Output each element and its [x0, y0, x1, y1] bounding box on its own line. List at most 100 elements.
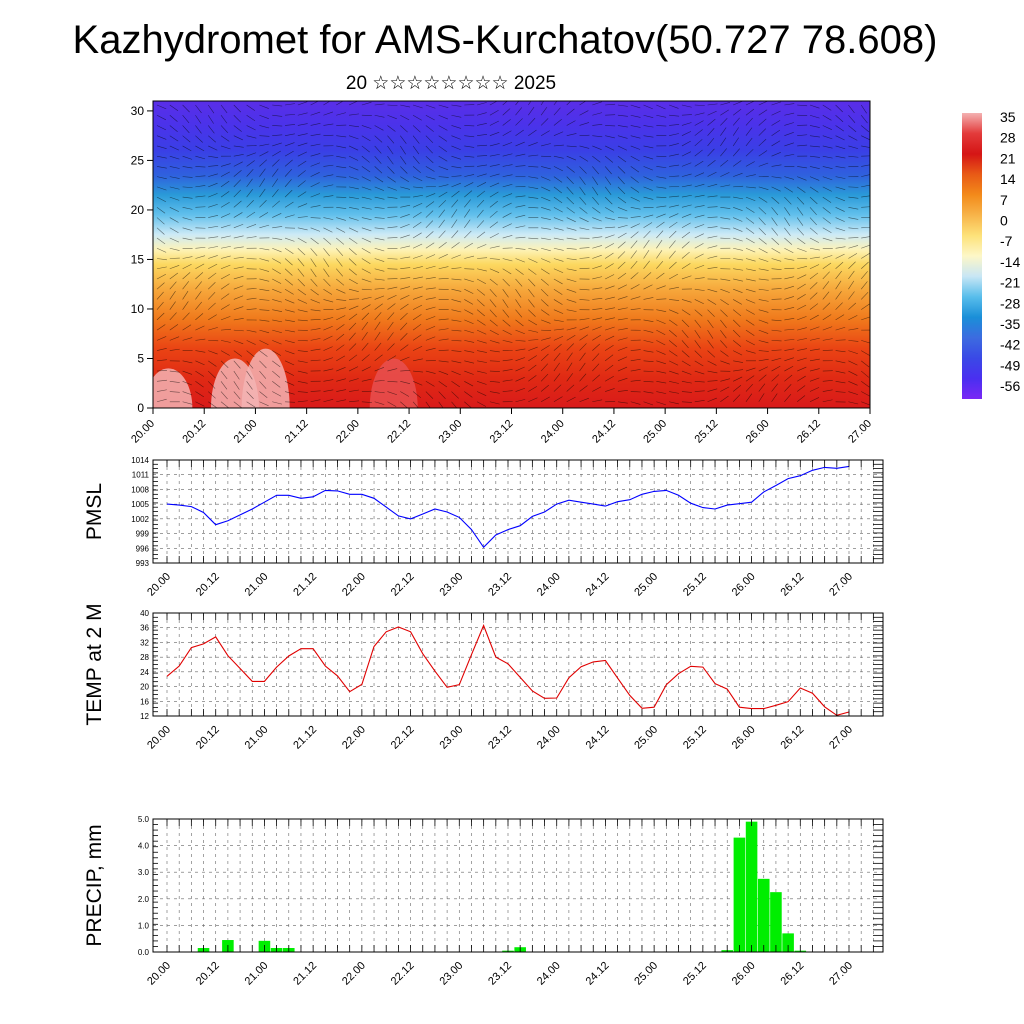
- wind-vector: [566, 227, 577, 231]
- wind-vector: [156, 369, 167, 372]
- wind-vector: [272, 391, 282, 397]
- wind-vector: [502, 340, 513, 343]
- wind-vector: [361, 248, 371, 254]
- wind-vector: [617, 318, 628, 321]
- wind-vector: [233, 246, 244, 249]
- wind-vector: [707, 195, 718, 198]
- wind-vector: [860, 291, 869, 300]
- wind-vector: [540, 106, 548, 116]
- wind-vector: [412, 232, 422, 239]
- wind-vector: [323, 278, 331, 287]
- wind-vector: [579, 110, 589, 116]
- wind-vector: [451, 135, 461, 140]
- wind-vector: [246, 381, 253, 390]
- wind-vector: [694, 214, 705, 218]
- wind-vector: [797, 166, 808, 169]
- colorbar-label: 14: [1000, 171, 1016, 187]
- wind-vector: [592, 236, 603, 239]
- wind-vector: [797, 293, 806, 300]
- wind-vector: [745, 375, 755, 382]
- wind-vector: [694, 160, 704, 167]
- wind-vector: [310, 153, 321, 157]
- wind-vector: [669, 391, 680, 394]
- wind-vector: [348, 354, 358, 362]
- wind-vector: [694, 329, 701, 339]
- wind-vector: [387, 343, 395, 351]
- wind-vector: [297, 133, 308, 136]
- wind-vector: [374, 176, 384, 183]
- wind-vector: [310, 390, 321, 392]
- wind-vector: [323, 299, 334, 303]
- wind-vector: [438, 155, 448, 162]
- wind-vector: [540, 268, 550, 275]
- wind-vector: [822, 262, 832, 269]
- wind-vector: [515, 205, 526, 208]
- wind-vector: [745, 383, 753, 392]
- wind-vector: [400, 391, 410, 397]
- wind-vector: [758, 319, 769, 324]
- wind-vector: [733, 237, 743, 242]
- y-tick-label: 30: [131, 104, 145, 118]
- wind-vector: [489, 182, 500, 188]
- wind-vector: [617, 224, 628, 229]
- wind-vector: [208, 263, 218, 269]
- x-tick-label: 20.00: [145, 960, 173, 988]
- wind-vector: [733, 268, 744, 271]
- wind-vector: [220, 163, 231, 167]
- wind-vector: [361, 135, 371, 142]
- wind-vector: [207, 115, 214, 124]
- wind-vector: [528, 176, 539, 179]
- wind-vector: [720, 378, 731, 382]
- wind-vector: [540, 373, 549, 382]
- wind-vector: [630, 260, 638, 269]
- wind-vector: [336, 378, 346, 382]
- wind-vector: [297, 288, 307, 296]
- wind-vector: [835, 360, 846, 364]
- wind-vector: [425, 166, 435, 172]
- wind-vector: [208, 314, 217, 321]
- wind-vector: [195, 313, 204, 321]
- wind-vector: [489, 401, 500, 405]
- wind-vector: [797, 348, 808, 351]
- wind-vector: [425, 220, 434, 229]
- wind-vector: [848, 291, 855, 300]
- wind-vector: [272, 150, 281, 157]
- wind-vector: [809, 387, 820, 392]
- y-axis-title: PMSL: [83, 483, 106, 540]
- wind-vector: [412, 221, 422, 229]
- wind-vector: [579, 267, 590, 270]
- wind-vector: [720, 360, 730, 365]
- wind-vector: [669, 143, 679, 147]
- wind-vector: [784, 285, 794, 290]
- wind-vector: [451, 219, 458, 228]
- wind-vector: [195, 370, 205, 377]
- wind-vector: [848, 315, 858, 321]
- wind-vector: [515, 225, 526, 229]
- wind-vector: [195, 263, 205, 269]
- wind-vector: [656, 230, 664, 239]
- wind-vector: [617, 366, 628, 372]
- wind-vector: [809, 155, 820, 158]
- wind-vector: [592, 207, 601, 214]
- wind-vector: [336, 207, 347, 209]
- wind-vector: [771, 393, 778, 402]
- y-tick-label: 1.0: [138, 921, 150, 930]
- wind-vector: [809, 166, 820, 169]
- wind-vector: [233, 401, 242, 408]
- wind-vector: [259, 178, 266, 188]
- wind-vector: [566, 155, 577, 161]
- wind-vector: [758, 162, 769, 167]
- wind-vector: [861, 360, 870, 368]
- wind-vector: [156, 155, 167, 159]
- wind-vector: [182, 135, 191, 143]
- wind-vector: [604, 335, 615, 341]
- wind-vector: [374, 145, 382, 154]
- wind-vector: [860, 261, 869, 269]
- wind-vector: [861, 195, 870, 198]
- colorbar-label: -49: [1000, 357, 1020, 373]
- wind-vector: [566, 268, 577, 272]
- wind-vector: [310, 182, 320, 188]
- wind-vector: [412, 345, 423, 351]
- wind-vector: [681, 173, 692, 177]
- wind-vector: [182, 145, 192, 152]
